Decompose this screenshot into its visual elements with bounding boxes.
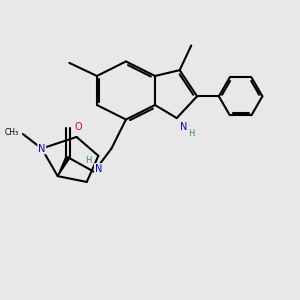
Text: H: H — [85, 156, 92, 165]
Text: N: N — [180, 122, 188, 132]
Text: N: N — [38, 143, 45, 154]
Text: H: H — [188, 129, 194, 138]
Text: O: O — [74, 122, 82, 132]
Text: CH₃: CH₃ — [4, 128, 19, 137]
Polygon shape — [58, 156, 70, 176]
Text: N: N — [95, 164, 102, 174]
